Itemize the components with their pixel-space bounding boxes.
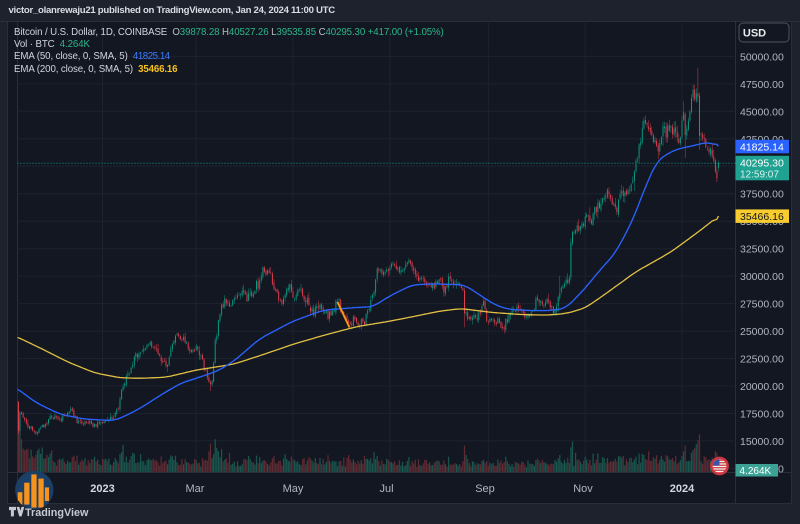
svg-text:45000.00: 45000.00 [740,106,784,118]
svg-text:40295.30: 40295.30 [740,157,784,169]
svg-text:25000.00: 25000.00 [740,326,784,338]
svg-text:2024: 2024 [670,483,695,495]
svg-text:May: May [283,483,304,495]
svg-text:Nov: Nov [573,483,593,495]
svg-text:15000.00: 15000.00 [740,436,784,448]
svg-text:50000.00: 50000.00 [740,51,784,63]
svg-text:47500.00: 47500.00 [740,79,784,91]
svg-text:32500.00: 32500.00 [740,244,784,256]
svg-text:27500.00: 27500.00 [740,299,784,311]
svg-text:TradingView: TradingView [25,507,89,519]
svg-text:17500.00: 17500.00 [740,409,784,421]
svg-text:Mar: Mar [186,483,205,495]
svg-text:USD: USD [743,28,766,40]
svg-text:20000.00: 20000.00 [740,381,784,393]
svg-text:4.264K: 4.264K [740,466,772,477]
svg-text:35466.16: 35466.16 [740,211,784,223]
svg-text:Jul: Jul [379,483,393,495]
svg-text:Sep: Sep [475,483,495,495]
svg-text:30000.00: 30000.00 [740,271,784,283]
svg-text:37500.00: 37500.00 [740,189,784,201]
svg-text:2023: 2023 [90,483,114,495]
svg-text:12:59:07: 12:59:07 [740,170,779,181]
svg-text:41825.14: 41825.14 [740,141,784,153]
svg-text:22500.00: 22500.00 [740,354,784,366]
